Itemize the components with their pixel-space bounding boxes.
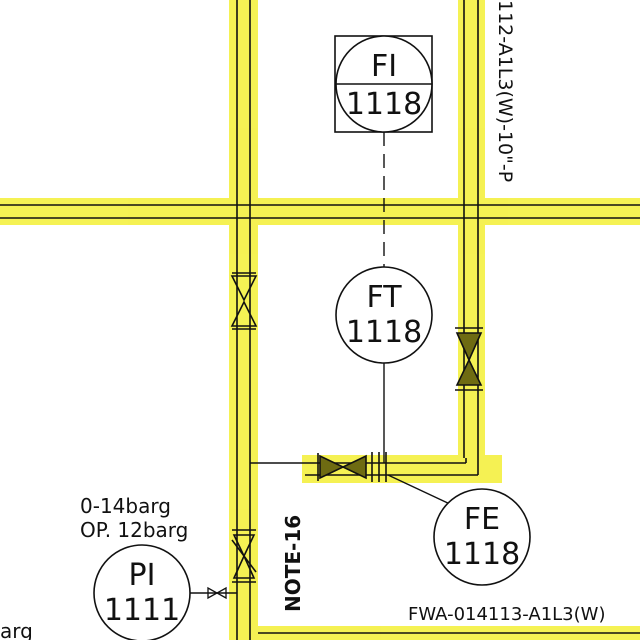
highlight-vertical-right: [458, 0, 485, 462]
fi-number-label: 1118: [346, 87, 422, 122]
note-label: NOTE-16: [281, 515, 305, 612]
instrument-bubble-icon: [335, 266, 433, 364]
instrument-bubble-icon: [433, 488, 531, 586]
gate-valve-icon: [230, 272, 258, 330]
line-number-top-right: 112-A1L3(W)-10"-P: [494, 0, 516, 182]
gate-valve-icon: [455, 327, 483, 391]
instrument-pi-1111: PI 1111: [93, 544, 191, 640]
orifice-flange-icon: [371, 452, 387, 482]
highlight-horizontal-top: [0, 198, 640, 225]
instrument-ft-1118: FT 1118: [335, 266, 433, 364]
left-text-fragment: arg: [0, 619, 33, 640]
fi-function-label: FI: [371, 49, 397, 84]
ft-function-label: FT: [366, 280, 402, 315]
signal-lines: [190, 132, 453, 594]
pi-op-text: OP. 12barg: [80, 518, 188, 542]
check-valve-icon: [207, 586, 227, 600]
pi-number-label: 1111: [104, 593, 180, 628]
line-number-bottom: FWA-014113-A1L3(W): [408, 604, 605, 625]
pi-function-label: PI: [129, 558, 156, 593]
instrument-fi-1118: FI 1118: [334, 35, 433, 133]
gate-valve-icon: [317, 453, 367, 481]
signal-fe-impulse: [387, 474, 453, 506]
ft-number-label: 1118: [346, 315, 422, 350]
instrument-bubble-icon: [93, 544, 191, 640]
instrument-fe-1118: FE 1118: [433, 488, 531, 586]
fe-function-label: FE: [464, 502, 500, 537]
pi-range-text: 0-14barg: [80, 494, 171, 518]
fe-number-label: 1118: [444, 537, 520, 572]
gate-valve-icon: [231, 529, 257, 583]
